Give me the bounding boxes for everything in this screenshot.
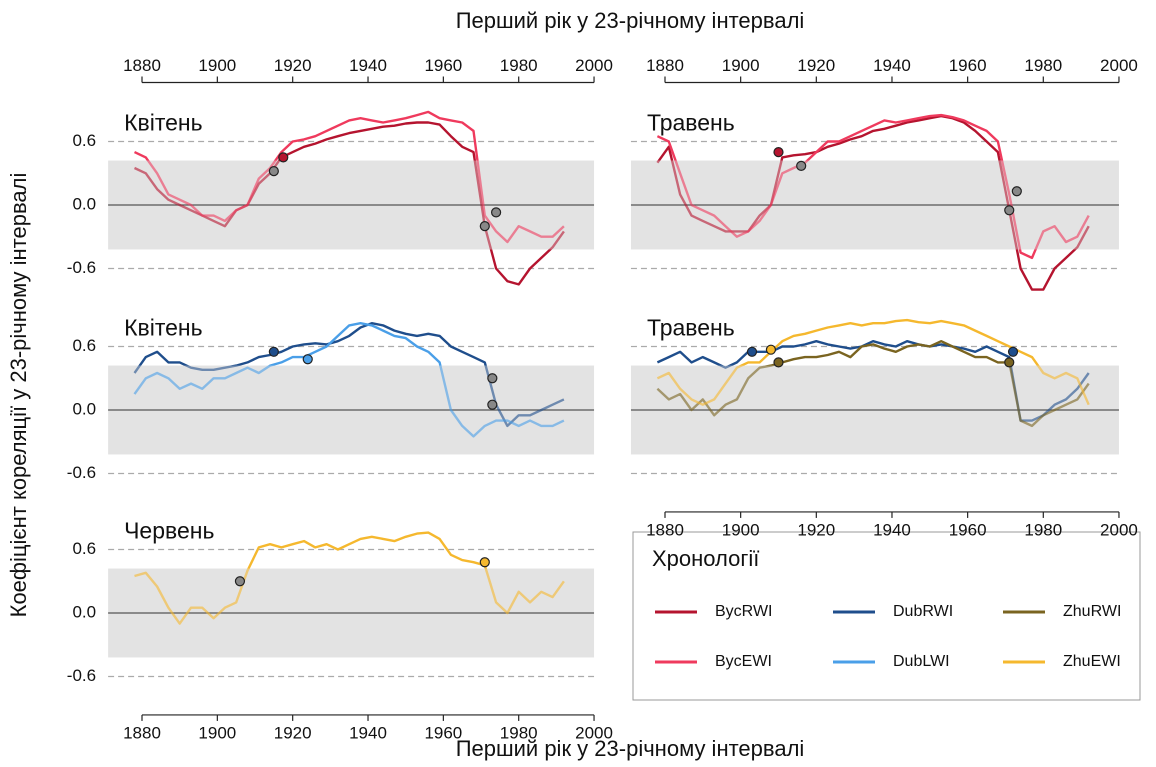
change-point [479,557,490,568]
x-tick-label: 1920 [797,56,835,75]
change-point [268,166,279,177]
legend-box [632,531,1141,701]
change-point [773,357,784,368]
x-tick-label: 1880 [646,520,684,539]
legend-label: DubLWI [893,653,950,670]
x-tick-label: 1900 [722,520,760,539]
y-tick-label: -0.6 [67,258,96,277]
x-tick-label: 2000 [575,723,613,742]
series-line-faded [133,160,565,250]
change-point [479,221,490,232]
x-tick-label: 1920 [274,56,312,75]
change-point [1004,205,1015,216]
x-tick-label: 1980 [500,723,538,742]
panel-title: Травень [647,315,735,341]
y-tick-label: 0.6 [72,539,96,558]
change-point [302,354,313,365]
legend-label: BycRWI [715,603,772,620]
series-line-faded [134,568,565,625]
x-tick-label: 1980 [1024,520,1062,539]
x-tick-label: 1940 [873,520,911,539]
x-tick-label: 1980 [500,56,538,75]
x-tick-label: 1940 [349,56,387,75]
panel: 0.6 0.0 -0.6 1880 1900 1920 1940 1960 1980 2000 Кв… [67,56,613,286]
series-line-faded [656,365,1090,406]
panel-title: Червень [124,518,214,544]
x-tick-label: 1920 [274,723,312,742]
y-tick-label: -0.6 [67,463,96,482]
change-point [1004,357,1015,368]
change-point [490,207,502,218]
legend-label: DubRWI [893,603,953,620]
series-line-faded [656,160,1090,250]
panel-title: Квітень [124,110,202,136]
x-tick-label: 1960 [949,56,987,75]
series-line-faded [674,160,1090,250]
x-tick-label: 1960 [949,520,987,539]
x-tick-label: 1880 [646,56,684,75]
panel: 0.6 0.0 -0.6 Квітень [67,315,595,482]
x-tick-label: 1920 [797,520,835,539]
change-point [746,346,758,357]
x-tick-label: 2000 [575,56,613,75]
series-line-faded [133,365,565,428]
x-tick-label: 1880 [123,723,161,742]
y-tick-label: 0.0 [72,399,96,418]
legend-label: ZhuEWI [1063,653,1121,670]
change-point [234,576,246,587]
change-point [1011,186,1022,197]
x-tick-label: 1960 [424,723,462,742]
series-line-faded [133,365,565,438]
x-tick-label: 1900 [198,723,236,742]
change-point [487,373,498,384]
x-tick-label: 1960 [424,56,462,75]
x-tick-label: 1900 [198,56,236,75]
x-tick-label: 2000 [1100,520,1138,539]
x-axis-title-top: Перший рік у 23-річному інтервалі [456,8,805,33]
x-tick-label: 1980 [1024,56,1062,75]
panel-title: Квітень [124,315,202,341]
y-tick-label: 0.0 [72,602,96,621]
y-tick-label: 0.0 [72,194,96,213]
x-tick-label: 1880 [123,56,161,75]
change-point [487,399,498,410]
x-tick-label: 1940 [873,56,911,75]
x-tick-label: 1900 [722,56,760,75]
change-point [1007,346,1019,357]
y-axis-title: Коефіцієнт кореляції у 23-річному інтерв… [6,173,31,618]
panel-title: Травень [647,110,735,136]
change-point [796,160,807,171]
panel: 0.6 0.0 -0.6 1880 1900 1920 1940 1960 1980 2000 Че… [67,518,613,743]
change-point [773,147,784,158]
x-axis-title-bottom: Перший рік у 23-річному інтервалі [456,736,805,761]
panel: 1880 1900 1920 1940 1960 1980 2000 Травень [630,56,1138,291]
legend-title: Хронології [652,546,759,571]
series-line-faded [146,160,565,244]
x-tick-label: 1940 [349,723,387,742]
y-tick-label: 0.6 [72,131,96,150]
legend-label: ZhuRWI [1063,603,1121,620]
change-point [268,346,279,357]
y-tick-label: 0.6 [72,336,96,355]
panel: 1880 1900 1920 1940 1960 1980 2000 Травень [630,315,1138,539]
change-point [278,152,289,163]
y-tick-label: -0.6 [67,666,96,685]
legend-label: BycEWI [715,653,772,670]
change-point [765,344,777,355]
series-line-faded [656,365,1090,428]
x-tick-label: 2000 [1100,56,1138,75]
